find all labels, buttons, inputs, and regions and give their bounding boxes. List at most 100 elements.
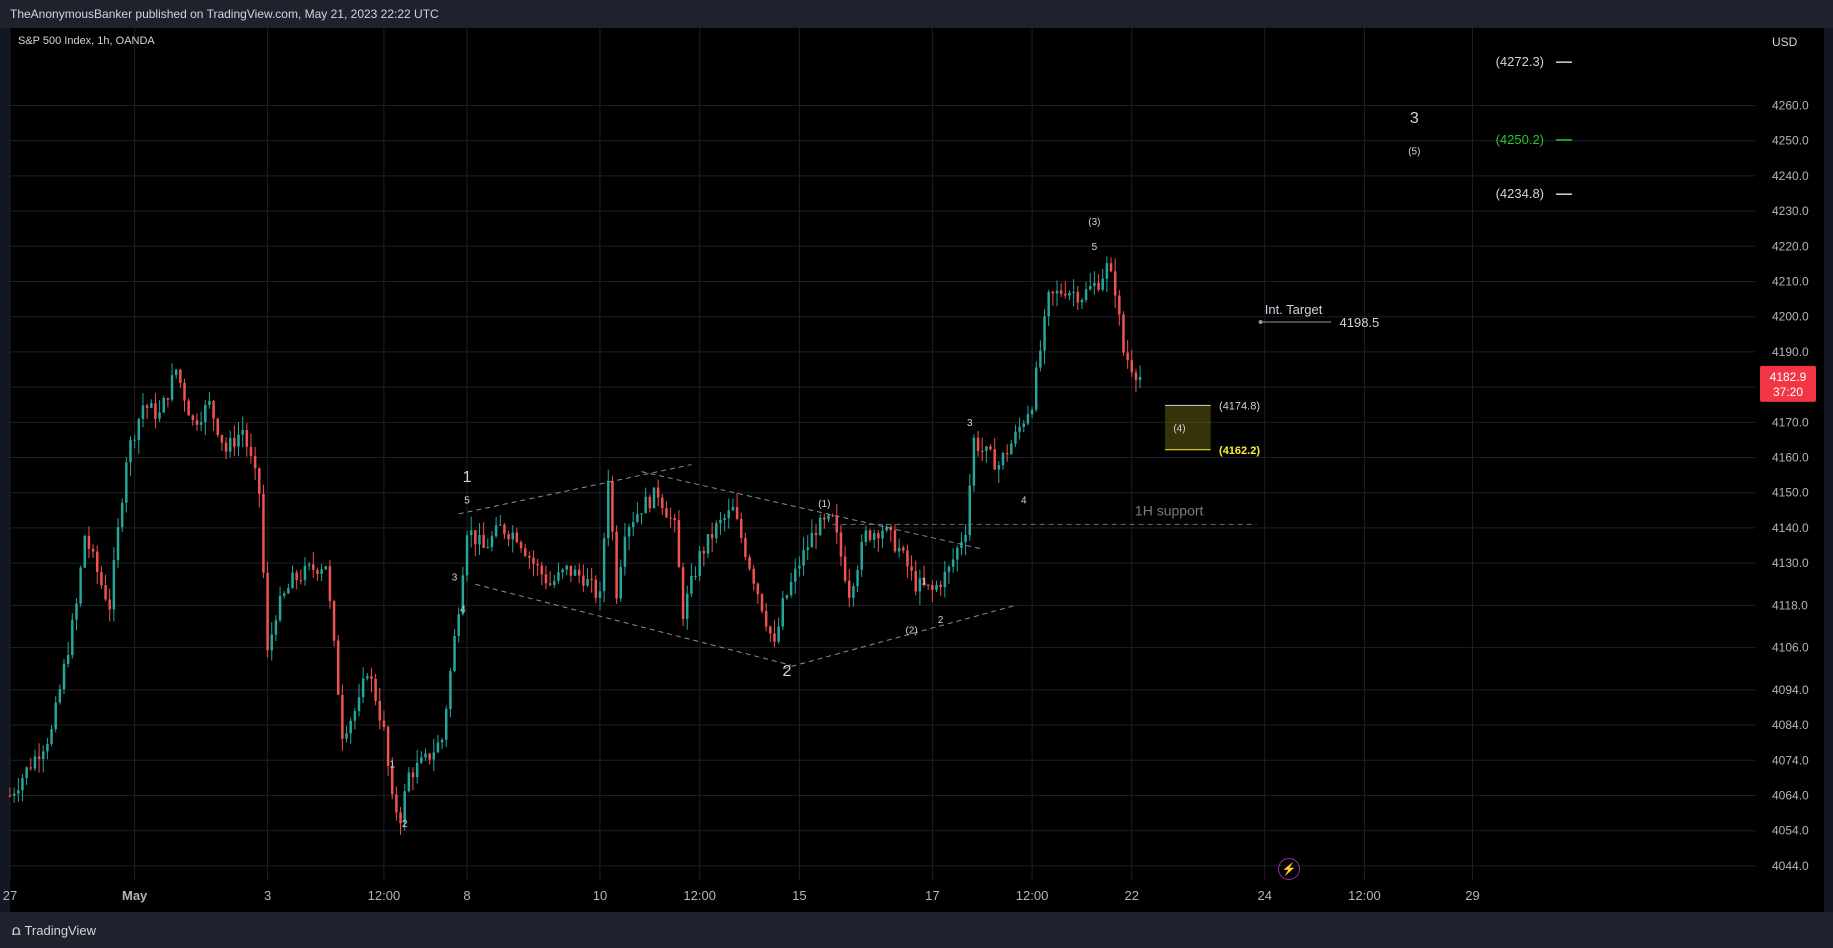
- candle-body: [1093, 282, 1096, 287]
- candle-body: [769, 626, 772, 634]
- zone-top-label: (4174.8): [1219, 400, 1260, 412]
- candle-body: [1055, 290, 1059, 294]
- candle-body: [54, 702, 57, 730]
- y-tick-label-5: 4094.0: [1772, 683, 1809, 697]
- wave-label-2: 3: [452, 573, 458, 584]
- candle-body: [474, 530, 477, 545]
- candle-body: [569, 565, 573, 576]
- candle-body: [137, 418, 141, 440]
- candle-body: [931, 585, 934, 590]
- x-tick-label-1: May: [122, 888, 148, 903]
- candle-body: [519, 542, 523, 549]
- candle-body: [270, 634, 273, 651]
- candle-body: [328, 566, 332, 602]
- candle-body: [390, 765, 394, 795]
- candle-body: [133, 439, 136, 441]
- candle-body: [382, 720, 386, 728]
- candle-body: [993, 449, 996, 470]
- candle-body: [204, 404, 207, 423]
- candle-body: [523, 548, 527, 556]
- candle-body: [212, 400, 215, 419]
- candle-body: [482, 535, 485, 548]
- candle-body: [79, 567, 82, 604]
- tradingview-logo[interactable]: ⩍ TradingView: [12, 923, 96, 939]
- candle-body: [108, 599, 111, 610]
- candle-body: [781, 598, 785, 627]
- candle-body: [399, 812, 402, 824]
- candle-body: [673, 518, 677, 521]
- candle-body: [1076, 291, 1080, 303]
- x-tick-label-9: 12:00: [1016, 888, 1049, 903]
- lightning-icon[interactable]: ⚡: [1278, 858, 1300, 880]
- candle-body: [187, 400, 190, 416]
- candle-body: [361, 678, 365, 698]
- candle-body: [947, 566, 951, 572]
- x-tick-label-10: 22: [1125, 888, 1139, 903]
- candle-body: [75, 603, 78, 620]
- last-price-countdown: 37:20: [1773, 385, 1803, 399]
- candle-body: [511, 532, 514, 540]
- candle-body: [1118, 295, 1121, 315]
- candle-body: [129, 440, 132, 463]
- candle-body: [1097, 282, 1100, 290]
- y-tick-label-3: 4074.0: [1772, 753, 1809, 767]
- candle-body: [611, 480, 614, 532]
- candle-body: [586, 578, 589, 586]
- wave-label-12: 4: [1021, 495, 1027, 506]
- candle-body: [303, 565, 307, 581]
- candle-body: [87, 535, 91, 549]
- candle-body: [1072, 291, 1075, 293]
- y-tick-label-6: 4106.0: [1772, 641, 1809, 655]
- candle-body: [561, 569, 564, 573]
- candle-body: [141, 405, 145, 419]
- candle-body: [964, 534, 967, 543]
- chart-area[interactable]: [10, 28, 1824, 912]
- candle-body: [893, 530, 897, 552]
- candle-body: [881, 530, 884, 539]
- candle-body: [249, 446, 253, 456]
- candle-body: [989, 446, 992, 450]
- candle-body: [282, 593, 286, 596]
- currency-label[interactable]: USD: [1772, 35, 1798, 49]
- candle-body: [810, 533, 814, 548]
- candle-body: [62, 663, 66, 690]
- candle-body: [698, 550, 701, 576]
- candle-body: [648, 496, 652, 509]
- candle-body: [615, 531, 618, 599]
- candle-body: [25, 767, 28, 779]
- wave-label-5: 2: [402, 819, 408, 830]
- publisher-text: TheAnonymousBanker published on TradingV…: [10, 7, 439, 21]
- candle-body: [960, 542, 963, 548]
- candle-body: [116, 527, 120, 561]
- candle-body: [278, 595, 282, 621]
- candle-body: [997, 465, 1001, 470]
- zone-box: [1165, 405, 1211, 450]
- candle-body: [752, 568, 755, 584]
- candle-body: [357, 697, 361, 712]
- footer-bar: ⩍ TradingView: [0, 912, 1833, 948]
- candle-body: [877, 533, 880, 539]
- candle-body: [798, 565, 801, 569]
- candle-body: [669, 517, 672, 519]
- candle-body: [706, 534, 710, 554]
- candle-body: [12, 793, 16, 796]
- candle-body: [100, 572, 103, 586]
- candle-body: [191, 415, 195, 421]
- y-tick-label-19: 4240.0: [1772, 169, 1809, 183]
- candle-body: [980, 450, 984, 452]
- symbol-legend[interactable]: S&P 500 Index, 1h, OANDA: [18, 35, 155, 47]
- candle-body: [125, 462, 128, 503]
- candle-body: [415, 762, 419, 778]
- candle-body: [46, 743, 49, 752]
- candle-body: [1005, 453, 1009, 455]
- candle-body: [972, 437, 976, 486]
- wave-label-9: (2): [905, 626, 917, 637]
- y-tick-label-9: 4140.0: [1772, 521, 1809, 535]
- candle-body: [162, 398, 165, 413]
- y-tick-label-0: 4044.0: [1772, 859, 1809, 873]
- candle-body: [719, 519, 722, 524]
- candle-body: [935, 584, 938, 590]
- candle-body: [690, 576, 693, 594]
- candle-body: [735, 507, 739, 519]
